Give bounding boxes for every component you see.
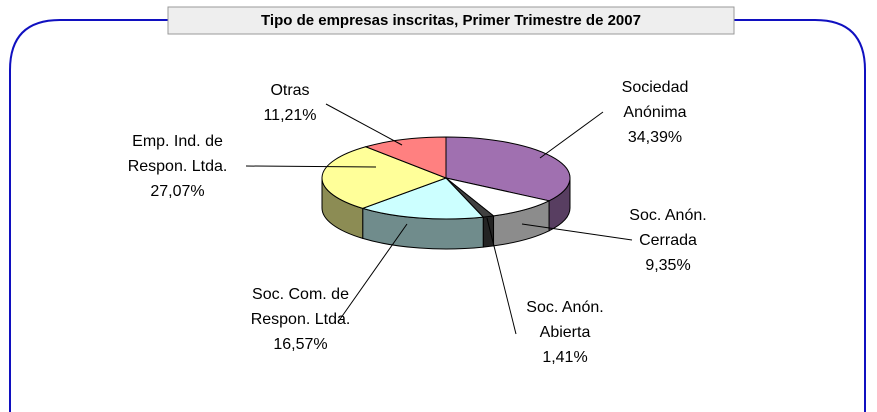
chart-title: Tipo de empresas inscritas, Primer Trime… [261,12,641,29]
leader-line [521,223,633,241]
leader-line [325,103,403,146]
leader-line [539,111,604,159]
leader-line [337,223,408,323]
slice [361,177,485,220]
slice-label: Soc. Anón. Abierta 1,41% [526,299,604,366]
title-box [167,6,735,35]
slice [321,146,448,209]
slice-side [482,215,495,248]
slice-label: Sociedad Anónima 34,39% [621,79,689,146]
slice-label: Emp. Ind. de Respon. Ltda. 27,07% [127,133,228,200]
leader-line [486,217,517,335]
leader-line [245,165,377,168]
leader-lines [245,103,633,335]
pie [321,136,571,250]
slice-label: Soc. Anón. Cerrada 9,35% [629,207,707,274]
slice-label: Otras 11,21% [263,82,317,124]
slice-label: Soc. Com. de Respon. Ltda. 16,57% [250,286,351,353]
slice [364,136,447,179]
